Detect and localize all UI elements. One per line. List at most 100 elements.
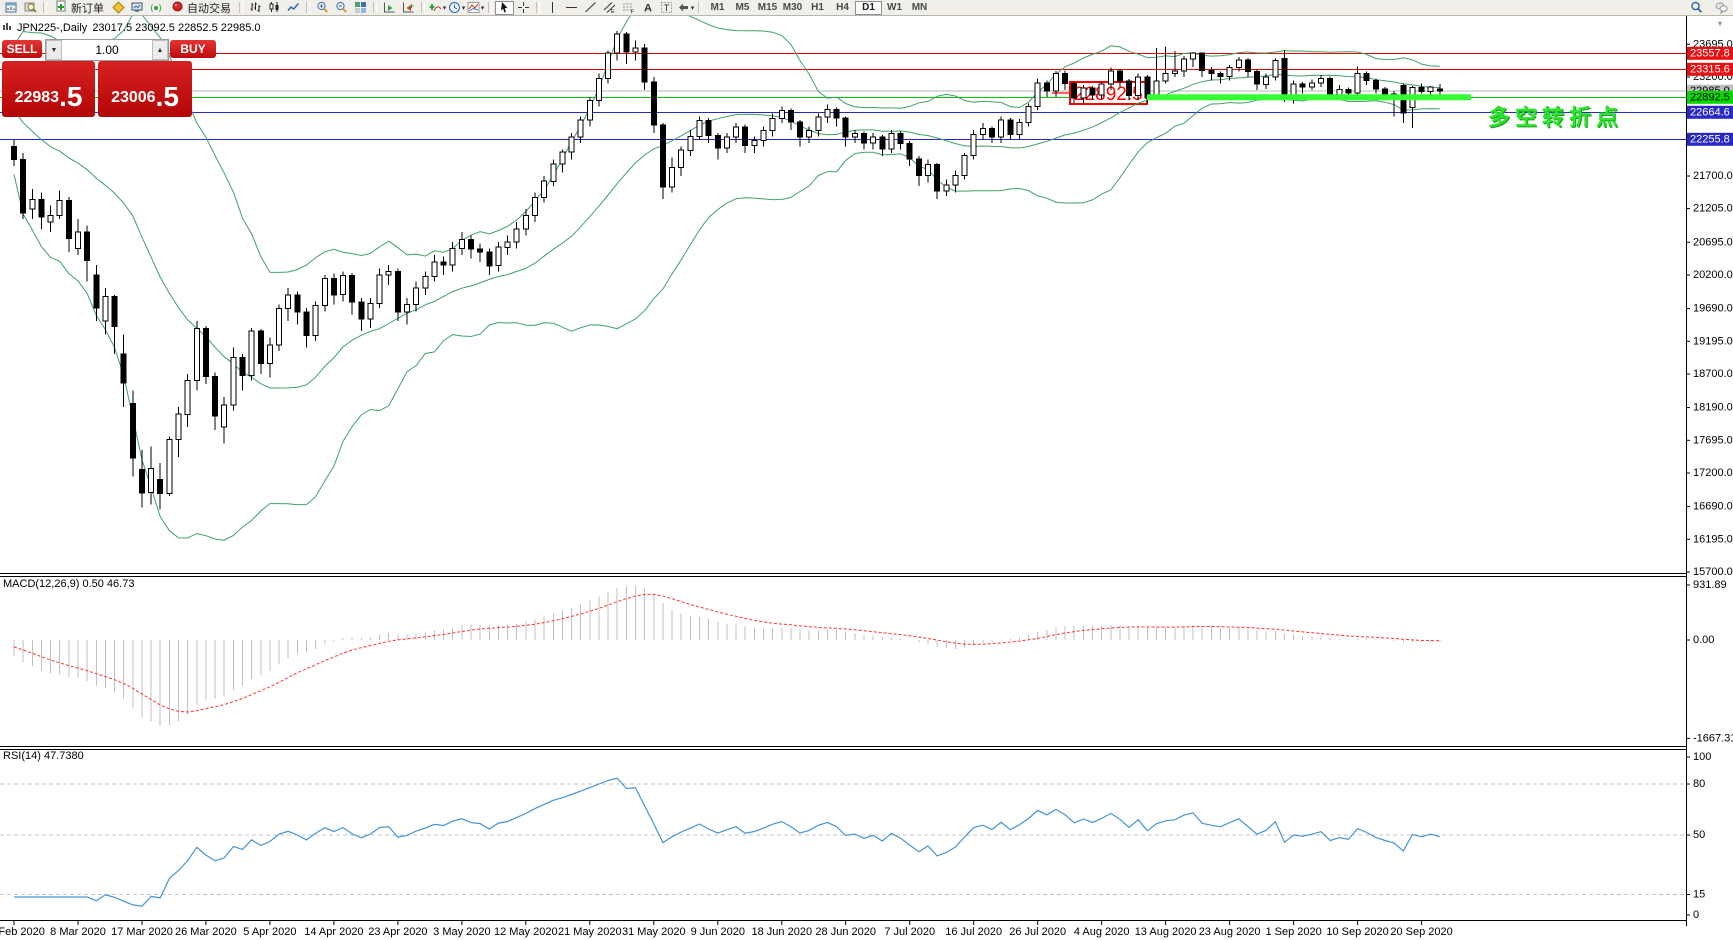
candle-body [559,151,566,165]
horizontal-line-icon[interactable] [562,1,581,14]
buy-price-tile[interactable]: 23006.5 [98,61,192,117]
candle-body [38,199,45,218]
chat-icon[interactable] [1712,1,1731,14]
candle-body [906,143,913,160]
volume-decrease-button[interactable]: ▼ [46,40,62,60]
rsi-axis-label: 0 [1693,909,1699,921]
profile-icon[interactable] [21,1,40,14]
trendline-icon[interactable] [581,1,600,14]
timeframe-button-m30[interactable]: M30 [782,2,803,13]
price-badge[interactable] [1687,132,1733,146]
terminal-icon[interactable] [128,1,147,14]
sell-button[interactable]: SELL [2,40,42,58]
toolbar-separator [306,2,310,13]
candle-body [29,199,36,210]
periods-icon[interactable]: ▾ [447,1,466,14]
chart-shift-marker-icon[interactable]: ▾ [1718,19,1723,28]
bars-chart-icon[interactable] [246,1,265,14]
timeframe-button-w1[interactable]: W1 [887,2,902,13]
macd-indicator-label: MACD(12,26,9) 0.50 46.73 [3,578,135,590]
candle-body [623,33,630,53]
candle-body [312,304,319,337]
price-badge-label: 22892.5 [1690,91,1730,103]
zoom-in-icon[interactable] [313,1,332,14]
timeframe-button-mn[interactable]: MN [911,2,928,13]
price-badge[interactable] [1687,46,1733,60]
charts-icon[interactable] [2,1,21,14]
toolbar-separator [536,2,540,13]
cursor-icon[interactable] [495,0,514,15]
candle-body [998,119,1005,138]
candle-body [659,124,666,188]
auto-scroll-icon[interactable] [380,1,399,14]
rsi-line [14,777,1440,907]
bull-bear-turning-point-annotation[interactable]: 多空转折点 [1488,105,1624,130]
fibonacci-icon[interactable]: F [619,1,638,14]
vertical-line-icon[interactable] [543,1,562,14]
label-icon[interactable]: T [657,1,676,14]
volume-value[interactable]: 1.00 [95,43,119,57]
date-label: 13 Aug 2020 [1135,926,1197,938]
buy-button[interactable]: BUY [170,40,216,58]
chart-window[interactable]: JPN225-,Daily 23017.5 23092.5 22852.5 22… [0,16,1733,940]
candle-body [1199,52,1206,71]
volume-increase-button[interactable]: ▲ [152,40,168,60]
toolbar-separator [239,2,243,13]
metaeditor-icon[interactable] [109,1,128,14]
crosshair-icon[interactable] [514,1,533,14]
zoom-out-icon[interactable] [332,1,351,14]
price-badge[interactable] [1687,90,1733,104]
timeframe-button-h1[interactable]: H1 [811,2,824,13]
axis-tick-label: 17695.0 [1693,434,1733,446]
candle-body [678,149,685,168]
chart-canvas[interactable]: 22892.523695.023200.021700.021205.020695… [0,16,1733,940]
timeframe-button-h4[interactable]: H4 [836,2,849,13]
timeframe-button-m1[interactable]: M1 [710,2,725,13]
indicators-icon[interactable]: ▾ [428,1,447,14]
tile-windows-icon[interactable] [351,1,370,14]
candle-body [925,164,931,176]
date-label: 27 Feb 2020 [0,926,45,938]
buy-price-main: 23006 [111,89,156,106]
timeframe-button-m15[interactable]: M15 [757,2,778,13]
candle-body [468,238,474,250]
text-icon[interactable]: A [638,1,657,15]
candle-body [1007,119,1014,135]
timeframe-button-d1[interactable]: D1 [855,0,882,15]
chart-icon [3,22,12,34]
candle-body [1318,77,1324,84]
date-label: 8 Mar 2020 [50,926,106,938]
timeframe-button-m5[interactable]: M5 [735,2,750,13]
search-icon[interactable] [1687,1,1706,14]
line-chart-icon[interactable] [284,1,303,14]
autotrading-button[interactable]: 自动交易 [166,1,236,15]
date-label: 21 May 2020 [558,926,622,938]
date-label: 31 May 2020 [622,926,686,938]
candle-body [1071,83,1078,99]
axis-tick-label: 20200.0 [1693,269,1733,281]
candle-body [669,166,676,188]
candle-body [970,133,977,157]
candle-body [1272,60,1279,78]
new-order-button[interactable]: 新订单 [50,0,109,15]
channel-icon[interactable]: E [600,1,619,14]
candle-body [276,308,283,346]
candle-body [376,274,383,304]
candles-chart-icon[interactable] [265,1,284,14]
candle-body [11,145,17,161]
shapes-icon[interactable]: ▾ [676,1,695,14]
candle-body [84,231,91,262]
candle-body [952,174,959,186]
price-badge[interactable] [1687,105,1733,119]
price-badge[interactable] [1687,62,1733,76]
main-toolbar: 新订单 自动交易 ▾ ▾ ▾ E F A T ▾ M1 M5 M15 M30 H1 H4 D1 W1 MN [0,0,1733,16]
candle-body [1180,58,1187,72]
candle-body [120,353,127,384]
sell-price-tile[interactable]: 22983.5 [2,61,95,117]
chart-shift-icon[interactable] [399,1,418,14]
signal-icon[interactable] [147,1,166,14]
date-label: 12 May 2020 [494,926,558,938]
chevron-down-icon: ▾ [690,4,695,12]
templates-icon[interactable]: ▾ [466,1,485,14]
candle-body [824,108,831,118]
